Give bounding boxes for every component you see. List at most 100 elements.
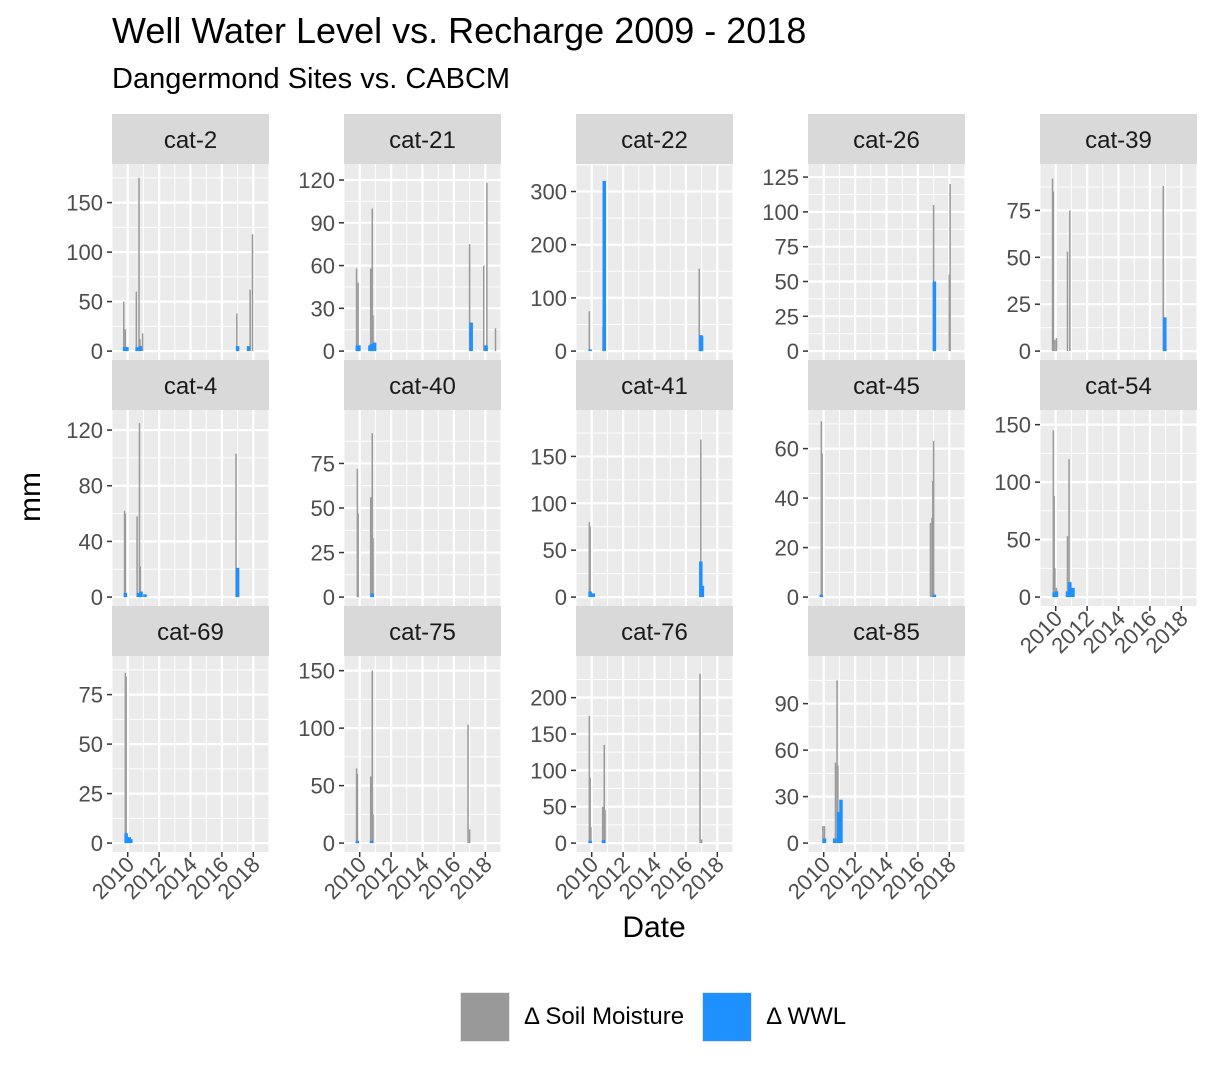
bar-soil-moisture (589, 777, 591, 844)
bar-wwl (235, 567, 240, 598)
y-tick-label: 30 (775, 785, 799, 810)
bar-soil-moisture (948, 274, 951, 352)
bar-soil-moisture (820, 421, 823, 598)
bar-soil-moisture (372, 315, 374, 352)
y-tick-label: 120 (66, 418, 103, 443)
facet-strip (576, 606, 733, 656)
y-tick-label: 90 (775, 692, 799, 717)
y-tick-label: 0 (1019, 585, 1031, 610)
y-tick-label: 120 (298, 168, 335, 193)
bar-soil-moisture (1054, 339, 1056, 352)
y-axis-label: mm (14, 472, 47, 522)
y-tick-label: 0 (323, 585, 335, 610)
bar-soil-moisture (1055, 337, 1058, 352)
bar-wwl (839, 799, 843, 844)
y-tick-label: 25 (1007, 292, 1031, 317)
bar-soil-moisture (699, 673, 701, 844)
y-tick-label: 50 (1007, 528, 1031, 553)
legend-item-wwl: Δ WWL (702, 992, 846, 1042)
y-tick-label: 50 (1007, 245, 1031, 270)
legend: Δ Soil Moisture Δ WWL (460, 992, 864, 1042)
bar-wwl (1071, 587, 1075, 598)
bar-wwl (135, 347, 139, 352)
bar-soil-moisture (931, 517, 933, 598)
y-tick-label: 25 (775, 304, 799, 329)
bar-soil-moisture (141, 333, 144, 352)
bar-soil-moisture (355, 768, 358, 844)
y-tick-label: 100 (530, 491, 567, 516)
bar-soil-moisture (1053, 495, 1055, 598)
facet-strip (112, 114, 269, 164)
bar-soil-moisture (932, 204, 935, 352)
bar-wwl (699, 336, 704, 352)
y-tick-label: 150 (530, 444, 567, 469)
facet-label: cat-85 (853, 619, 920, 646)
bar-soil-moisture (251, 234, 254, 352)
bar-wwl (588, 840, 592, 844)
facet-label: cat-39 (1085, 127, 1152, 154)
bar-wwl (588, 349, 592, 352)
bar-soil-moisture (139, 339, 141, 352)
bar-soil-moisture (357, 282, 359, 352)
bar-wwl (591, 593, 596, 598)
facet-strip (112, 606, 269, 656)
y-tick-label: 50 (79, 290, 103, 315)
bar-soil-moisture (700, 439, 702, 598)
y-tick-label: 0 (555, 831, 567, 856)
y-tick-label: 150 (298, 659, 335, 684)
legend-key-wwl (702, 992, 753, 1042)
bar-soil-moisture (1066, 251, 1069, 352)
y-tick-label: 200 (530, 233, 567, 258)
bar-wwl (136, 592, 141, 598)
facet-strip (344, 360, 501, 410)
y-tick-label: 100 (530, 758, 567, 783)
bar-soil-moisture (1066, 536, 1069, 598)
bar-soil-moisture (588, 522, 591, 598)
bar-soil-moisture (136, 516, 138, 598)
bar-soil-moisture (371, 208, 374, 352)
facet-label: cat-22 (621, 127, 688, 154)
facet-label: cat-45 (853, 373, 920, 400)
bar-soil-moisture (369, 268, 372, 352)
facet-label: cat-21 (389, 127, 456, 154)
bar-soil-moisture (1054, 568, 1056, 598)
bar-soil-moisture (372, 538, 374, 598)
y-tick-label: 100 (994, 470, 1031, 495)
bar-wwl (484, 345, 488, 352)
bar-soil-moisture (590, 827, 592, 844)
facet-strip (808, 114, 965, 164)
bar-soil-moisture (138, 177, 140, 352)
bar-wwl (588, 591, 592, 598)
bar-soil-moisture (249, 289, 251, 352)
y-tick-label: 150 (994, 413, 1031, 438)
bar-soil-moisture (123, 301, 125, 352)
bar-soil-moisture (1162, 186, 1164, 352)
y-tick-label: 80 (79, 474, 103, 499)
y-tick-label: 40 (775, 486, 799, 511)
bar-soil-moisture (371, 670, 374, 844)
y-tick-label: 0 (787, 339, 799, 364)
bar-soil-moisture (124, 329, 127, 352)
bar-wwl (129, 839, 133, 844)
y-tick-label: 75 (1007, 198, 1031, 223)
bar-wwl (246, 346, 251, 352)
bar-soil-moisture (698, 268, 700, 352)
x-axis-label: Date (622, 911, 685, 944)
y-tick-label: 25 (311, 541, 335, 566)
y-tick-label: 40 (79, 529, 103, 554)
y-tick-label: 0 (555, 585, 567, 610)
y-tick-label: 30 (311, 296, 335, 321)
y-tick-label: 50 (79, 732, 103, 757)
bar-soil-moisture (929, 522, 932, 598)
bar-wwl (1068, 582, 1072, 598)
bar-wwl (601, 840, 606, 844)
y-tick-label: 50 (543, 538, 567, 563)
bar-soil-moisture (949, 184, 951, 352)
bar-wwl (832, 838, 837, 844)
bar-soil-moisture (588, 715, 591, 844)
facet-strip (576, 114, 733, 164)
legend-label-soil-moisture: Δ Soil Moisture (524, 1003, 685, 1030)
bar-soil-moisture (932, 441, 935, 598)
facet-label: cat-40 (389, 373, 456, 400)
